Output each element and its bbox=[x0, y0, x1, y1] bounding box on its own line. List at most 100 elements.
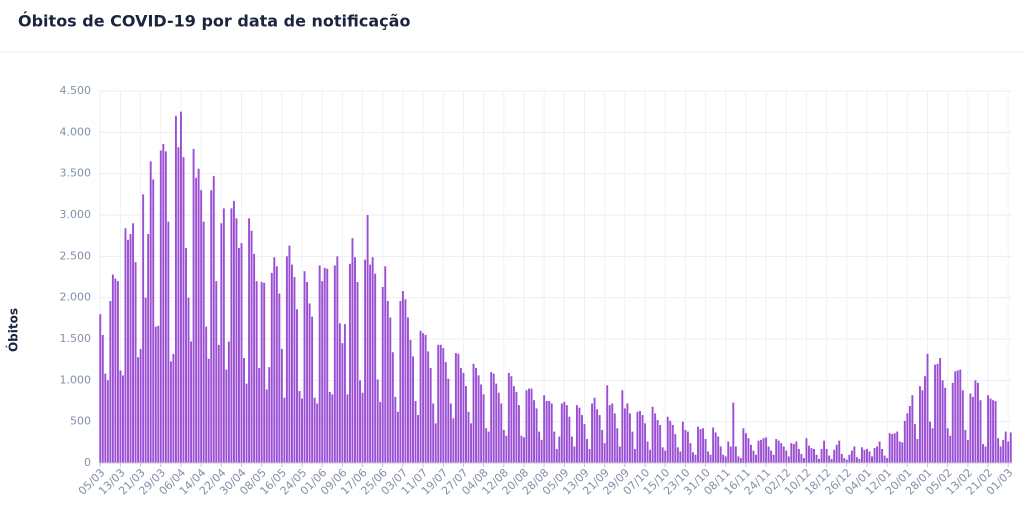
bar bbox=[250, 230, 253, 463]
bar bbox=[230, 208, 233, 463]
bar bbox=[470, 423, 472, 463]
bar bbox=[149, 161, 152, 463]
bar bbox=[406, 317, 409, 463]
bar bbox=[989, 398, 992, 463]
bar bbox=[465, 386, 467, 463]
bar bbox=[709, 454, 712, 463]
bar bbox=[497, 392, 500, 463]
bar bbox=[654, 413, 657, 463]
bar bbox=[129, 234, 132, 463]
bar bbox=[550, 403, 553, 463]
bar bbox=[248, 218, 251, 463]
bar bbox=[462, 372, 465, 463]
bar bbox=[338, 323, 341, 463]
bar bbox=[318, 265, 321, 463]
bar bbox=[376, 379, 379, 463]
bar bbox=[238, 248, 240, 463]
bar bbox=[399, 300, 402, 463]
y-tick-label: 1.000 bbox=[60, 373, 92, 386]
bar bbox=[686, 431, 689, 463]
bar bbox=[545, 401, 548, 463]
bar bbox=[144, 297, 147, 463]
bar bbox=[154, 326, 157, 463]
bar bbox=[568, 416, 571, 463]
bar bbox=[956, 370, 959, 463]
bar bbox=[258, 367, 261, 463]
bar bbox=[911, 395, 914, 463]
bar bbox=[260, 281, 263, 463]
bar bbox=[147, 234, 150, 463]
bar bbox=[1007, 441, 1010, 463]
bar bbox=[893, 433, 896, 463]
bar bbox=[528, 388, 530, 463]
bar bbox=[480, 384, 483, 463]
bar bbox=[818, 458, 821, 463]
bar bbox=[598, 415, 601, 463]
bar bbox=[313, 397, 316, 463]
bar bbox=[797, 448, 800, 463]
bar bbox=[174, 115, 177, 464]
bar bbox=[757, 440, 760, 463]
bar bbox=[767, 446, 770, 463]
bar bbox=[906, 413, 909, 463]
bar bbox=[855, 457, 858, 463]
bar bbox=[361, 392, 364, 463]
bar bbox=[389, 317, 392, 463]
bar bbox=[288, 245, 291, 463]
bar bbox=[308, 303, 311, 463]
y-tick-label: 2.000 bbox=[60, 291, 92, 304]
bar bbox=[863, 449, 866, 463]
bar bbox=[245, 383, 248, 463]
bar bbox=[896, 431, 899, 463]
bar bbox=[916, 439, 919, 463]
bar bbox=[235, 218, 238, 463]
bar bbox=[724, 456, 727, 463]
bar bbox=[616, 428, 619, 463]
bar bbox=[139, 348, 142, 463]
bar bbox=[106, 380, 109, 463]
bar bbox=[533, 400, 536, 463]
bar bbox=[908, 405, 911, 463]
bar bbox=[891, 434, 894, 463]
bar bbox=[517, 405, 520, 463]
bar bbox=[142, 194, 145, 464]
bar bbox=[727, 441, 730, 463]
bar bbox=[197, 168, 200, 463]
bar bbox=[924, 376, 926, 463]
bar bbox=[457, 353, 460, 463]
bar bbox=[843, 458, 846, 463]
bar bbox=[850, 450, 853, 463]
bar bbox=[555, 448, 558, 463]
bar bbox=[417, 415, 420, 463]
bar bbox=[588, 448, 591, 463]
bar bbox=[608, 405, 611, 463]
y-tick-label: 2.500 bbox=[60, 249, 92, 262]
bar bbox=[860, 447, 863, 463]
bar bbox=[694, 454, 697, 463]
bar bbox=[232, 200, 235, 464]
y-axis-label: Óbitos bbox=[6, 308, 21, 352]
bar bbox=[122, 375, 124, 463]
bar bbox=[959, 369, 962, 463]
bar bbox=[434, 423, 437, 463]
bar bbox=[732, 402, 735, 463]
bar bbox=[966, 439, 969, 463]
bar bbox=[734, 446, 737, 463]
bar bbox=[192, 148, 195, 463]
bar bbox=[475, 367, 478, 463]
bar bbox=[374, 273, 377, 463]
bar bbox=[601, 429, 604, 463]
bar bbox=[717, 436, 720, 463]
bar bbox=[684, 429, 687, 463]
bar bbox=[1004, 431, 1007, 463]
bar bbox=[202, 221, 205, 463]
bar bbox=[222, 208, 225, 463]
bar bbox=[301, 398, 303, 463]
bar bbox=[124, 228, 127, 463]
bar bbox=[760, 439, 763, 463]
bar bbox=[159, 150, 162, 463]
bar bbox=[573, 446, 576, 463]
bar bbox=[903, 420, 906, 463]
bar bbox=[298, 391, 301, 463]
bar bbox=[180, 111, 182, 464]
